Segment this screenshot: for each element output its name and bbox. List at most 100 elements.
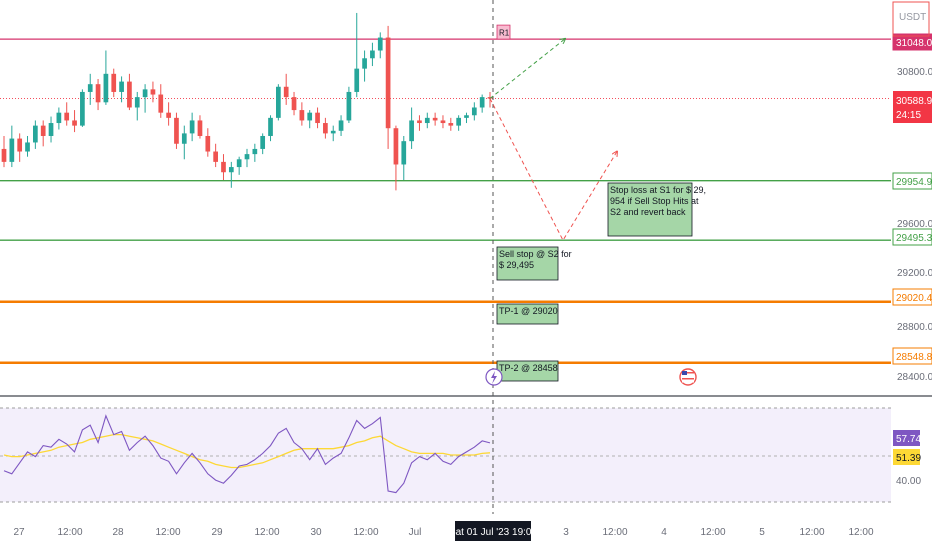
candle-body <box>448 123 454 126</box>
rsi-line <box>3 414 491 494</box>
annotation-stop-loss[interactable]: Stop loss at S1 for $ 29,954 if Sell Sto… <box>607 182 706 237</box>
candle-body <box>464 115 469 118</box>
annotation-text: Stop loss at S1 for $ 29, <box>610 185 706 195</box>
candle-body <box>197 120 203 136</box>
lightning-icon-glyph <box>491 371 497 384</box>
candle <box>315 107 320 129</box>
level-price-tag <box>892 33 932 51</box>
x-tick-label: 3 <box>563 527 569 538</box>
x-tick-label: 27 <box>13 527 25 538</box>
candle-body <box>252 148 258 155</box>
candle <box>103 50 109 105</box>
candle-body <box>48 123 54 136</box>
candle-body <box>25 142 30 152</box>
annotation-tp2[interactable]: TP-2 @ 28458 <box>496 360 559 382</box>
candle-body <box>283 86 289 98</box>
candle-body <box>471 107 477 116</box>
candle-body <box>385 37 391 129</box>
candle <box>134 91 140 121</box>
last-price-value: 30588.95 <box>896 96 932 107</box>
candle <box>158 84 164 118</box>
candle-body <box>103 73 109 103</box>
candle <box>1 135 7 168</box>
lightning-icon[interactable] <box>485 368 503 386</box>
x-tick-label: 12:00 <box>155 527 180 538</box>
candle-body <box>260 135 266 149</box>
candle <box>64 102 70 126</box>
r1-tag-label: R1 <box>499 29 510 38</box>
candle <box>213 143 218 168</box>
x-tick-label: 12:00 <box>602 527 627 538</box>
candle-body <box>150 89 156 95</box>
candle <box>119 76 124 103</box>
candle-body <box>393 128 399 165</box>
candle <box>354 12 360 98</box>
y-tick-label: 29600.00 <box>897 219 932 230</box>
candle-body <box>417 120 422 124</box>
candle-body <box>354 68 360 92</box>
candle <box>40 120 46 147</box>
candle-body <box>134 97 140 108</box>
candle <box>228 161 234 188</box>
annotation-text: TP-1 @ 29020 <box>499 306 558 316</box>
candle <box>276 84 281 121</box>
level-price-label: 31048.09 <box>896 38 932 49</box>
candle <box>221 154 226 181</box>
candle <box>283 73 289 105</box>
projection-down-line <box>489 98 617 242</box>
annotation-text: S2 and revert back <box>610 207 686 217</box>
x-tick-label: 12:00 <box>799 527 824 538</box>
candle <box>197 115 203 139</box>
candle <box>174 112 179 149</box>
candle <box>440 115 446 129</box>
x-tick-label: 12:00 <box>848 527 873 538</box>
candle <box>72 110 77 133</box>
level-price-tag <box>892 172 932 190</box>
r1-tag-box <box>496 24 511 40</box>
annotation-box <box>607 182 693 237</box>
candle-body <box>268 117 273 136</box>
candle <box>205 128 211 157</box>
x-tick-label: 29 <box>211 527 223 538</box>
level-price-label: 28548.82 <box>896 352 932 363</box>
level-price-label: 29020.45 <box>896 293 932 304</box>
candle-body <box>87 84 93 92</box>
candle <box>385 25 391 149</box>
candle <box>479 94 485 113</box>
annotation-tp1[interactable]: TP-1 @ 29020 <box>496 303 559 325</box>
y-tick-label: 29200.00 <box>897 268 932 279</box>
currency-box[interactable] <box>892 1 930 37</box>
candle-body <box>409 120 414 142</box>
currency-label: USDT <box>899 12 926 23</box>
candle-body <box>80 91 85 126</box>
annotation-text: Sell stop @ S2 for <box>499 249 572 259</box>
y-tick-label: 30800.00 <box>897 67 932 78</box>
candle <box>424 112 430 129</box>
candle <box>181 125 187 160</box>
level-price-tag <box>892 228 932 246</box>
candle-body <box>370 50 375 59</box>
candle <box>166 102 171 126</box>
candle-body <box>307 112 313 121</box>
candle-body <box>64 112 70 121</box>
rsi-ma-line <box>3 433 491 469</box>
candle <box>25 135 30 157</box>
annotation-box <box>496 246 559 281</box>
annotation-sell-stop[interactable]: Sell stop @ S2 for$ 29,495 <box>496 246 572 281</box>
candle <box>268 115 273 142</box>
level-price-label: 29495.33 <box>896 233 932 244</box>
annotation-text: TP-2 @ 28458 <box>499 363 558 373</box>
crosshair-time-tag <box>455 521 531 541</box>
candle <box>150 81 156 103</box>
annotation-box <box>496 303 559 325</box>
candle-body <box>95 84 101 103</box>
candle-body <box>244 154 250 160</box>
candle-body <box>72 120 77 126</box>
candle-body <box>119 81 124 92</box>
candle <box>330 125 336 142</box>
candle <box>56 107 62 130</box>
us-flag-icon[interactable] <box>679 368 697 386</box>
candle <box>323 117 328 139</box>
x-tick-label: 12:00 <box>57 527 82 538</box>
